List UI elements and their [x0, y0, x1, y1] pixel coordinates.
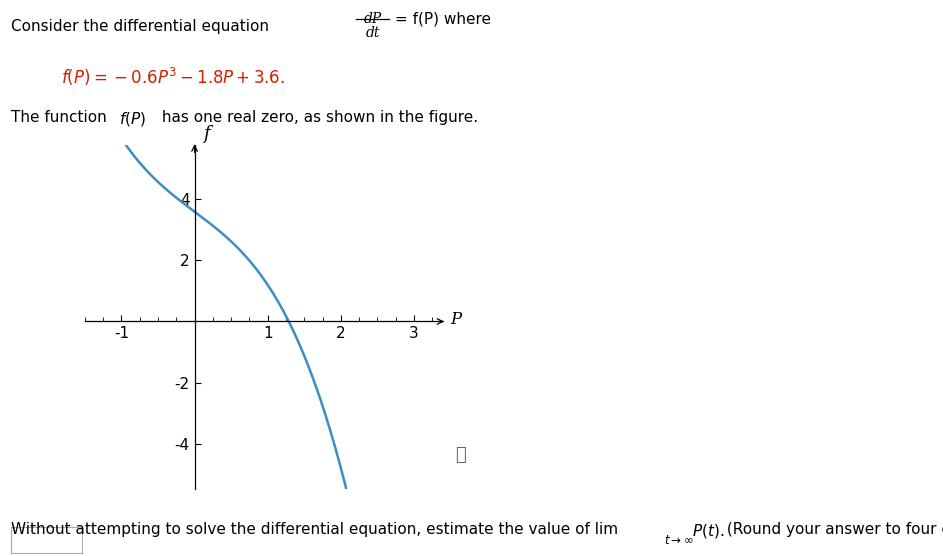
Text: The function: The function [11, 110, 112, 125]
Text: $f(P)$: $f(P)$ [119, 110, 146, 128]
Text: = f(P) where: = f(P) where [395, 12, 491, 26]
Text: dt: dt [365, 26, 380, 39]
Text: $f(P) = -0.6P^3 - 1.8P + 3.6.$: $f(P) = -0.6P^3 - 1.8P + 3.6.$ [61, 66, 286, 88]
Text: P: P [451, 311, 462, 329]
Text: Without attempting to solve the differential equation, estimate the value of lim: Without attempting to solve the differen… [11, 522, 619, 537]
Text: dP: dP [363, 12, 382, 26]
Text: f: f [204, 125, 210, 143]
Text: (Round your answer to four decimal places.): (Round your answer to four decimal place… [722, 522, 943, 537]
Text: ⓘ: ⓘ [455, 446, 466, 464]
Text: has one real zero, as shown in the figure.: has one real zero, as shown in the figur… [157, 110, 479, 125]
Text: Consider the differential equation: Consider the differential equation [11, 19, 270, 34]
Text: $t \to \infty$: $t \to \infty$ [664, 534, 693, 547]
Text: $P(t).$: $P(t).$ [692, 522, 724, 539]
